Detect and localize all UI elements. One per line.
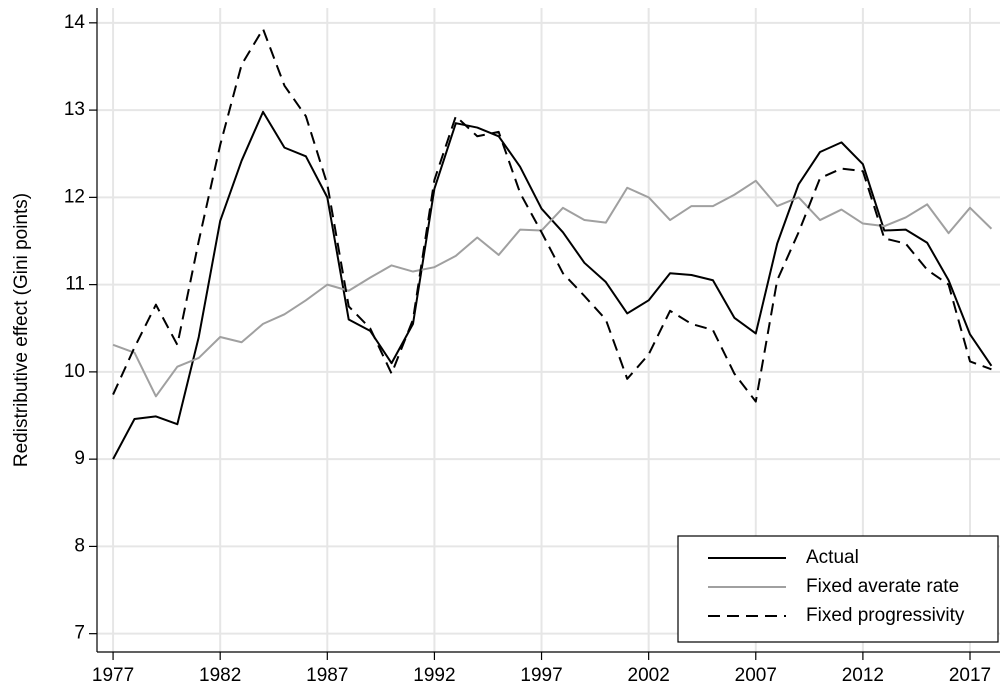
x-tick-label: 1987 <box>306 665 348 686</box>
x-tick-label: 1982 <box>199 665 241 686</box>
y-tick-label: 10 <box>64 361 85 382</box>
y-tick-label: 13 <box>64 99 85 120</box>
series-line <box>112 179 993 398</box>
x-tick-label: 1977 <box>92 665 134 686</box>
y-axis-label: Redistributive effect (Gini points) <box>11 193 32 467</box>
y-tick-label: 12 <box>64 186 85 207</box>
y-tick-label: 14 <box>64 12 86 33</box>
x-tick-label: 2007 <box>735 665 777 686</box>
y-tick-label: 11 <box>65 274 85 295</box>
legend-label: Fixed progressivity <box>806 605 965 626</box>
y-tick-label: 8 <box>74 535 85 556</box>
legend-box <box>677 535 999 643</box>
x-tick-label: 2017 <box>949 665 991 686</box>
x-tick-label: 2002 <box>628 665 670 686</box>
y-tick-label: 9 <box>74 448 85 469</box>
x-tick-label: 1997 <box>520 665 562 686</box>
x-tick-label: 1992 <box>413 665 455 686</box>
series-line <box>112 27 992 403</box>
legend-label: Actual <box>806 547 859 568</box>
legend-label: Fixed averate rate <box>806 576 959 597</box>
y-tick-label: 7 <box>74 623 85 644</box>
x-tick-label: 2012 <box>842 665 884 686</box>
